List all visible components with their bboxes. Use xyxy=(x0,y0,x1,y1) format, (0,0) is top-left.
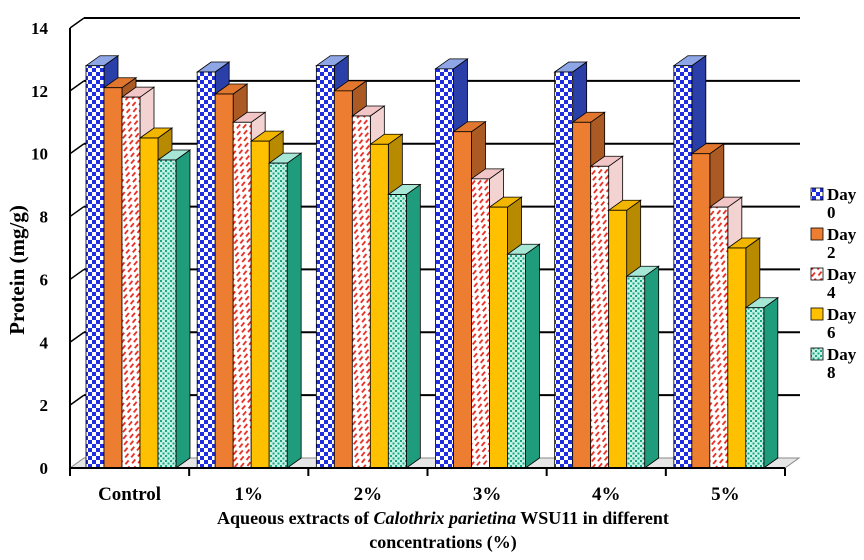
bar-group xyxy=(315,54,422,469)
legend-swatch xyxy=(810,347,824,361)
gridline-side xyxy=(69,80,85,92)
bar-side xyxy=(525,243,540,469)
gridline-side xyxy=(69,143,85,155)
x-axis-title-part: WSU11 in different xyxy=(516,508,669,528)
legend-label: Day xyxy=(827,305,857,324)
bar-side xyxy=(175,149,191,469)
bar-group xyxy=(195,61,303,469)
legend-label: Day xyxy=(827,265,857,284)
x-tick-label: 2% xyxy=(354,484,383,505)
bar-group xyxy=(672,54,780,469)
y-tick-label: 4 xyxy=(40,333,49,352)
gridline-side xyxy=(69,394,85,406)
bar-side xyxy=(763,296,779,469)
bar-group xyxy=(84,54,192,469)
x-tick-label: Control xyxy=(98,484,161,505)
bar-side xyxy=(286,152,302,469)
gridline-side xyxy=(69,268,85,281)
x-tick-label: 1% xyxy=(235,484,264,505)
y-tick-labels: 0 2 4 6 8 10 12 14 xyxy=(31,19,49,478)
x-axis-title-part: Calothrix parietina xyxy=(374,508,517,528)
bar xyxy=(471,178,490,469)
bar xyxy=(315,65,335,469)
legend-label: Day xyxy=(827,185,857,204)
y-tick-label: 2 xyxy=(40,396,49,415)
legend-swatch xyxy=(810,307,824,321)
bar xyxy=(121,96,141,469)
legend-label: Day xyxy=(827,225,857,244)
x-tick-labels: Control 1% 2% 3% 4% 5% xyxy=(98,484,740,505)
bar xyxy=(250,140,270,469)
legend-label: 6 xyxy=(827,323,836,342)
y-tick-label: 6 xyxy=(40,270,49,289)
bar xyxy=(709,206,729,469)
bar-groups xyxy=(84,54,780,469)
bar xyxy=(196,71,216,469)
x-tick-label: 3% xyxy=(473,484,502,505)
y-tick-label: 10 xyxy=(31,145,48,164)
bar xyxy=(626,275,646,469)
legend-label: 0 xyxy=(827,203,836,222)
bar-group xyxy=(553,61,660,469)
bar xyxy=(608,209,628,469)
bar xyxy=(103,87,123,469)
bar-side xyxy=(644,265,660,469)
bar xyxy=(691,153,711,469)
bar-side xyxy=(405,183,421,469)
bar-group xyxy=(434,58,541,469)
y-axis-title: Protein (mg/g) xyxy=(5,205,29,335)
bar xyxy=(139,137,159,469)
bar xyxy=(157,159,177,469)
x-tick-label: 5% xyxy=(711,484,740,505)
gridline-side xyxy=(69,205,85,218)
bar xyxy=(673,65,693,469)
y-tick-label: 12 xyxy=(31,82,48,101)
bar xyxy=(268,162,288,469)
legend-swatch xyxy=(810,267,824,281)
bar xyxy=(387,194,407,469)
x-axis-title-line2: concentrations (%) xyxy=(369,532,516,553)
bar xyxy=(232,121,252,469)
legend-label: Day xyxy=(827,345,857,364)
x-axis-title-line1: Aqueous extracts of Calothrix parietina … xyxy=(217,508,669,528)
x-tick-label: 4% xyxy=(592,484,621,505)
axes xyxy=(69,28,786,476)
gridline-side xyxy=(69,17,85,29)
bar xyxy=(369,143,389,469)
bar xyxy=(727,247,747,469)
gridline-side xyxy=(69,331,85,343)
bar xyxy=(435,68,454,469)
legend-label: 8 xyxy=(827,363,836,382)
bar xyxy=(214,93,234,469)
bar xyxy=(351,115,371,469)
y-tick-label: 0 xyxy=(40,459,49,478)
bar xyxy=(333,90,353,469)
bar xyxy=(590,165,610,469)
bar xyxy=(507,253,526,469)
legend-label: 4 xyxy=(827,283,836,302)
y-tick-label: 14 xyxy=(31,19,49,38)
legend-swatch xyxy=(810,187,824,201)
bar xyxy=(85,65,105,469)
bar xyxy=(554,71,574,469)
x-axis-title-part: Aqueous extracts of xyxy=(217,508,373,528)
bar xyxy=(453,131,472,469)
y-tick-label: 8 xyxy=(40,208,49,227)
bar xyxy=(489,206,508,469)
bar xyxy=(745,307,765,469)
bar xyxy=(572,121,592,469)
legend-label: 2 xyxy=(827,243,836,262)
legend-swatch xyxy=(810,227,824,241)
